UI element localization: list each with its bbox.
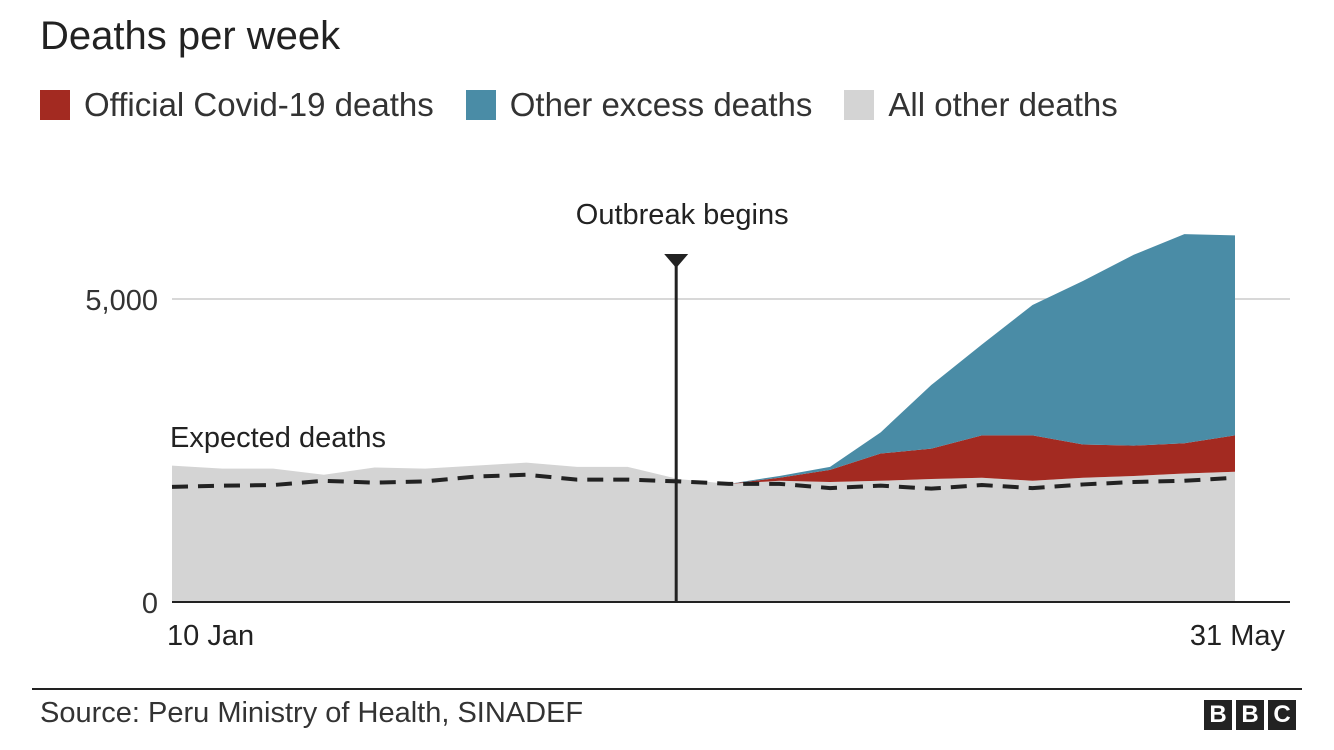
bbc-logo: B B C: [1200, 700, 1296, 730]
legend-swatch-other: [844, 90, 875, 120]
x-tick-label: 10 Jan: [167, 620, 254, 652]
chart-canvas: 0 5,000 10 Jan 31 May Outbreak begins Expect…: [85, 199, 1290, 652]
series-area-excess: [172, 234, 1235, 484]
legend-label-excess: Other excess deaths: [509, 86, 813, 123]
y-tick-label: 0: [142, 588, 158, 620]
expected-line-group: [171, 472, 1236, 491]
area-series: [172, 234, 1235, 602]
outbreak-marker-triangle: [664, 254, 689, 268]
source-divider: [32, 688, 1302, 690]
annotations: Outbreak begins Expected deaths: [170, 199, 789, 602]
expected-deaths-line: [171, 472, 1236, 491]
outbreak-annotation-label: Outbreak begins: [576, 199, 789, 231]
expected-deaths-label: Expected deaths: [170, 422, 386, 454]
logo-letter: B: [1204, 700, 1232, 730]
legend-item-other: All other deaths: [844, 86, 1118, 124]
legend-label-other: All other deaths: [888, 86, 1118, 123]
y-tick-label: 5,000: [85, 285, 158, 317]
source-text: Source: Peru Ministry of Health, SINADEF: [40, 697, 584, 729]
logo-letter: C: [1268, 700, 1296, 730]
series-area-all-other: [172, 462, 1235, 602]
series-area-covid: [172, 435, 1235, 484]
legend-label-covid: Official Covid-19 deaths: [84, 86, 434, 123]
legend: Official Covid-19 deaths Other excess de…: [40, 86, 1150, 124]
x-tick-label: 31 May: [1190, 620, 1286, 652]
legend-item-excess: Other excess deaths: [465, 86, 813, 124]
legend-item-covid: Official Covid-19 deaths: [40, 86, 434, 124]
logo-letter: B: [1236, 700, 1264, 730]
legend-swatch-excess: [465, 90, 496, 120]
axes: 0 5,000 10 Jan 31 May: [85, 285, 1290, 652]
chart-title: Deaths per week: [40, 14, 341, 58]
legend-swatch-covid: [40, 90, 70, 120]
